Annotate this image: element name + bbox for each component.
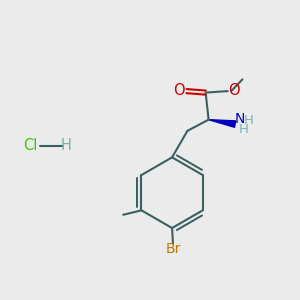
- Text: O: O: [173, 83, 185, 98]
- Text: Br: Br: [165, 242, 181, 256]
- Text: H: H: [61, 138, 71, 153]
- Text: H: H: [239, 123, 249, 136]
- Polygon shape: [208, 120, 236, 127]
- Text: O: O: [228, 83, 240, 98]
- Text: Cl: Cl: [24, 138, 38, 153]
- Text: N: N: [235, 112, 245, 126]
- Text: H: H: [244, 114, 254, 127]
